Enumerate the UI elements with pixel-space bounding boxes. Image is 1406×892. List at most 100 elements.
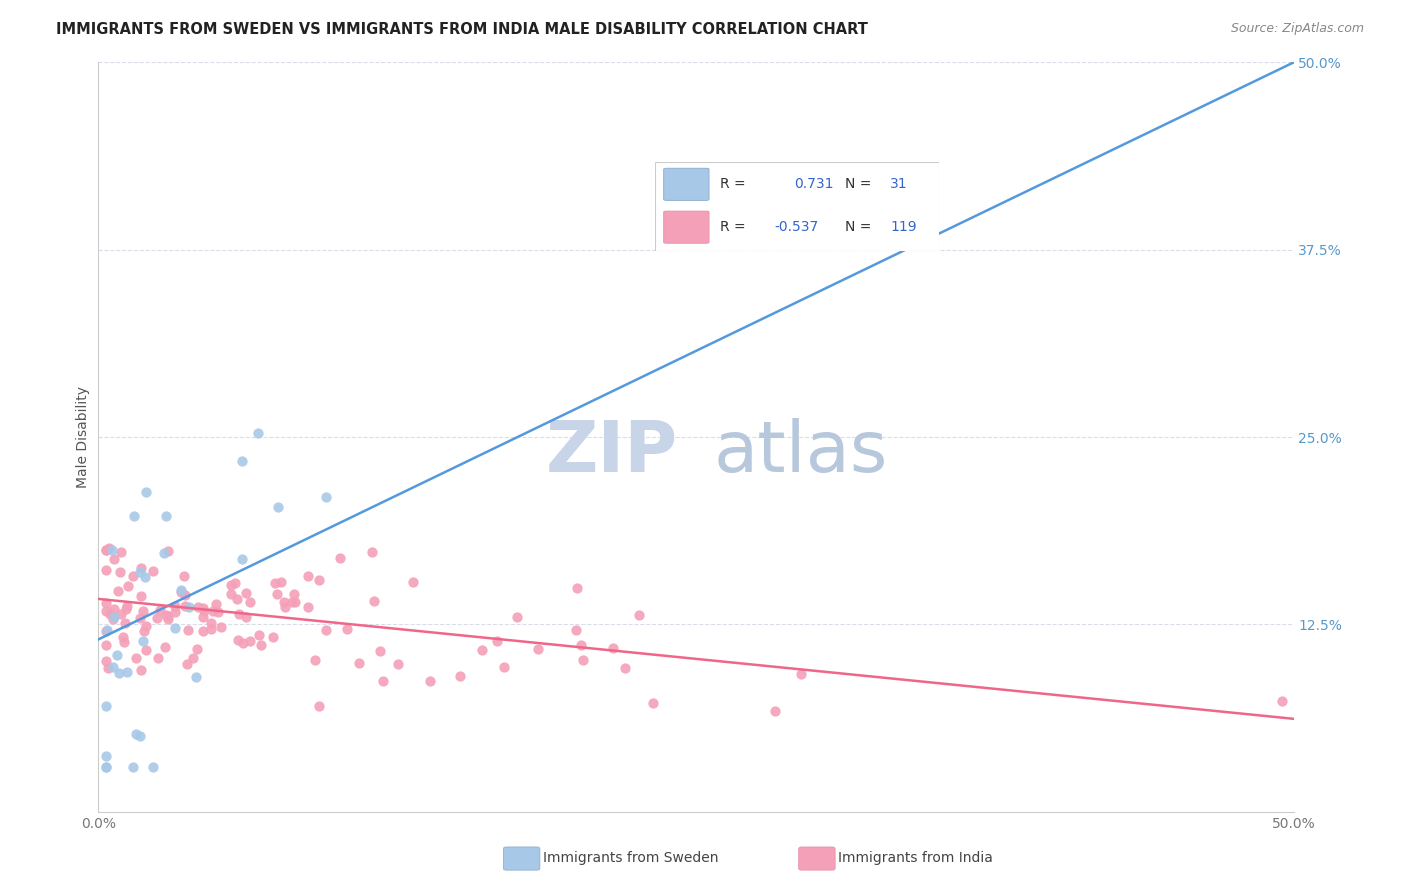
Point (149, 603, 172, 617)
Point (207, 605, 229, 619)
Point (101, 543, 124, 558)
Point (94, 542, 117, 557)
Point (163, 599, 186, 613)
Point (94, 760, 117, 774)
Point (373, 673, 395, 688)
Point (98, 607, 121, 621)
Point (156, 543, 179, 558)
Point (572, 653, 595, 667)
Point (304, 652, 326, 666)
Point (177, 600, 200, 615)
Point (232, 635, 254, 649)
Text: -0.537: -0.537 (775, 220, 818, 235)
Point (247, 628, 270, 642)
Point (107, 665, 129, 680)
Point (115, 599, 138, 614)
Point (134, 569, 156, 583)
Point (308, 698, 330, 713)
Point (173, 599, 195, 613)
Text: N =: N = (845, 178, 872, 191)
Point (191, 624, 214, 638)
Point (191, 610, 214, 624)
Point (281, 595, 304, 609)
Point (103, 610, 125, 624)
Point (125, 651, 148, 665)
Point (129, 589, 152, 603)
Point (181, 651, 204, 665)
Point (105, 648, 128, 662)
Point (569, 638, 592, 652)
Text: R =: R = (720, 178, 747, 191)
Point (110, 545, 132, 559)
Point (193, 604, 215, 618)
Point (155, 607, 177, 622)
Text: 119: 119 (890, 220, 917, 235)
Point (790, 667, 813, 681)
FancyBboxPatch shape (664, 169, 709, 201)
Point (297, 569, 319, 583)
Point (266, 500, 288, 514)
Text: Immigrants from India: Immigrants from India (838, 851, 993, 864)
Point (274, 599, 297, 614)
Point (565, 623, 588, 637)
Point (565, 581, 588, 595)
Point (131, 634, 153, 648)
Point (122, 760, 145, 774)
Point (129, 663, 152, 677)
Point (205, 597, 228, 611)
Point (231, 552, 253, 566)
Point (270, 575, 292, 590)
Point (94, 655, 117, 669)
Point (94, 749, 117, 764)
Point (363, 594, 385, 608)
Text: 31: 31 (890, 178, 908, 191)
Point (131, 561, 153, 575)
Point (266, 587, 288, 601)
Point (202, 604, 225, 618)
Point (191, 601, 214, 615)
Point (115, 665, 138, 679)
Point (94, 604, 117, 618)
Point (97, 661, 120, 675)
Point (613, 661, 636, 675)
Point (494, 660, 516, 674)
Point (239, 634, 262, 648)
Point (112, 631, 135, 645)
Point (308, 574, 330, 588)
Point (163, 605, 186, 619)
Point (156, 612, 179, 626)
Point (129, 566, 152, 580)
Point (250, 638, 273, 652)
Point (186, 642, 208, 657)
Point (153, 546, 176, 560)
Point (103, 552, 125, 566)
Point (110, 607, 132, 621)
Point (602, 640, 624, 655)
Point (94, 564, 117, 578)
Text: N =: N = (845, 220, 872, 235)
Point (122, 569, 145, 583)
Point (247, 426, 270, 441)
Point (200, 622, 222, 636)
Point (98, 541, 121, 556)
Point (283, 587, 305, 601)
Point (449, 669, 471, 683)
Point (235, 586, 257, 600)
Point (108, 565, 131, 579)
Point (142, 564, 165, 578)
Text: R =: R = (720, 220, 747, 235)
Point (101, 659, 124, 673)
Text: ZIP: ZIP (546, 417, 678, 486)
Point (506, 610, 529, 624)
Point (336, 622, 359, 636)
Text: 0.731: 0.731 (794, 178, 834, 191)
Point (94, 543, 117, 558)
Point (486, 634, 509, 648)
Point (103, 602, 125, 616)
Point (315, 490, 337, 504)
Text: Source: ZipAtlas.com: Source: ZipAtlas.com (1230, 22, 1364, 36)
Point (226, 591, 249, 606)
Point (125, 726, 148, 740)
Point (1271, 694, 1294, 708)
Point (114, 615, 136, 630)
